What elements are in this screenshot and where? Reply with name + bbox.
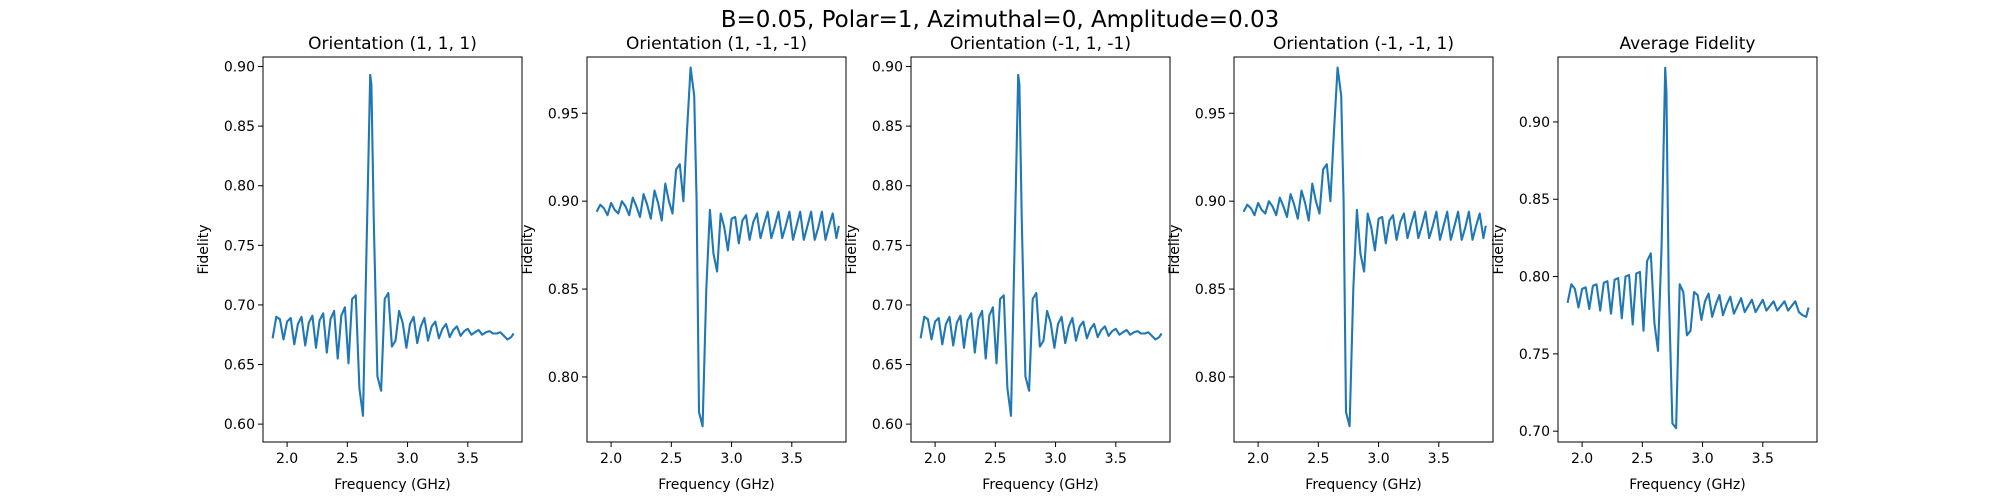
subplot-1: 2.0 2.5 3.0 3.5 0.60 0.65 0.70 0.75 0.80 0.85 0.90… — [196, 34, 523, 493]
x-tick-label: 2.0 — [600, 451, 622, 467]
x-axis-label: Frequency (GHz) — [982, 477, 1098, 493]
axes-frame — [586, 56, 847, 443]
x-tick-label: 2.5 — [1307, 451, 1329, 467]
x-axis-label: Frequency (GHz) — [658, 477, 774, 493]
y-axis-label: Fidelity — [1167, 225, 1183, 275]
subplot-2: 2.0 2.5 3.0 3.5 0.80 0.85 0.90 0.95 Orientation … — [520, 34, 847, 493]
y-tick-label: 0.60 — [872, 417, 903, 433]
y-tick-label: 0.90 — [548, 194, 579, 210]
subplot-title: Average Fidelity — [1620, 34, 1756, 54]
figure-suptitle: B=0.05, Polar=1, Azimuthal=0, Amplitude=… — [721, 7, 1280, 33]
x-tick-label: 2.5 — [1631, 451, 1653, 467]
x-tick-label: 3.0 — [1367, 451, 1389, 467]
x-tick-label: 2.5 — [660, 451, 682, 467]
y-tick-label: 0.90 — [872, 60, 903, 76]
subplot-3: 2.0 2.5 3.0 3.5 0.60 0.65 0.70 0.75 0.80 0.85 0.90… — [844, 34, 1171, 493]
y-tick-label: 0.85 — [872, 119, 903, 135]
y-tick-label: 0.70 — [224, 298, 255, 314]
y-tick-label: 0.70 — [872, 298, 903, 314]
x-tick-label: 2.0 — [1571, 451, 1593, 467]
x-tick-label: 3.0 — [1691, 451, 1713, 467]
y-tick-label: 0.85 — [224, 119, 255, 135]
subplot-title: Orientation (-1, -1, 1) — [1273, 34, 1454, 54]
x-tick-label: 3.5 — [457, 451, 479, 467]
y-tick-label: 0.90 — [224, 60, 255, 76]
y-axis-label: Fidelity — [1491, 225, 1507, 275]
y-tick-label: 0.85 — [1195, 282, 1226, 298]
x-tick-label: 3.0 — [396, 451, 418, 467]
series-line-1 — [1566, 66, 1810, 430]
y-tick-label: 0.65 — [872, 358, 903, 374]
x-axis-label: Frequency (GHz) — [1305, 477, 1421, 493]
x-tick-label: 3.5 — [1428, 451, 1450, 467]
y-tick-label: 0.75 — [1519, 347, 1550, 363]
y-tick-label: 0.80 — [1195, 370, 1226, 386]
x-axis-label: Frequency (GHz) — [334, 477, 450, 493]
y-tick-label: 0.85 — [548, 282, 579, 298]
y-axis-label: Fidelity — [844, 225, 860, 275]
subplot-5: 2.0 2.5 3.0 3.5 0.70 0.75 0.80 0.85 0.90 Average … — [1491, 34, 1818, 493]
y-tick-label: 0.80 — [872, 179, 903, 195]
subplot-title: Orientation (1, -1, -1) — [626, 34, 807, 54]
x-tick-label: 3.0 — [720, 451, 742, 467]
x-tick-label: 2.0 — [276, 451, 298, 467]
y-axis-label: Fidelity — [196, 225, 212, 275]
x-tick-label: 2.5 — [336, 451, 358, 467]
x-tick-label: 3.5 — [1105, 451, 1127, 467]
subplot-title: Orientation (1, 1, 1) — [308, 34, 477, 54]
y-tick-label: 0.80 — [1519, 270, 1550, 286]
subplot-4: 2.0 2.5 3.0 3.5 0.80 0.85 0.90 0.95 Orientation … — [1167, 34, 1494, 493]
y-tick-label: 0.75 — [224, 238, 255, 254]
y-tick-label: 0.60 — [224, 417, 255, 433]
y-tick-label: 0.95 — [1195, 106, 1226, 122]
y-tick-label: 0.75 — [872, 238, 903, 254]
x-tick-label: 2.0 — [1247, 451, 1269, 467]
axes-frame — [1557, 56, 1818, 443]
series-line-1 — [919, 73, 1163, 417]
x-tick-label: 2.0 — [924, 451, 946, 467]
y-tick-label: 0.80 — [224, 179, 255, 195]
x-tick-label: 2.5 — [984, 451, 1006, 467]
series-line-1 — [595, 66, 840, 428]
y-tick-label: 0.90 — [1195, 194, 1226, 210]
y-tick-label: 0.70 — [1519, 424, 1550, 440]
x-tick-label: 3.0 — [1044, 451, 1066, 467]
y-tick-label: 0.65 — [224, 358, 255, 374]
y-axis-label: Fidelity — [520, 225, 536, 275]
series-line-1 — [1242, 66, 1487, 428]
axes-frame — [1233, 56, 1494, 443]
y-tick-label: 0.95 — [548, 106, 579, 122]
axes-frame — [910, 56, 1171, 443]
y-tick-label: 0.80 — [548, 370, 579, 386]
subplot-grid: 2.0 2.5 3.0 3.5 0.60 0.65 0.70 0.75 0.80 0.85 0.90… — [196, 34, 1818, 493]
subplot-title: Orientation (-1, 1, -1) — [950, 34, 1131, 54]
x-tick-label: 3.5 — [781, 451, 803, 467]
series-line-1 — [271, 73, 515, 417]
axes-frame — [262, 56, 523, 443]
x-axis-label: Frequency (GHz) — [1629, 477, 1745, 493]
x-tick-label: 3.5 — [1752, 451, 1774, 467]
y-tick-label: 0.90 — [1519, 115, 1550, 131]
y-tick-label: 0.85 — [1519, 192, 1550, 208]
